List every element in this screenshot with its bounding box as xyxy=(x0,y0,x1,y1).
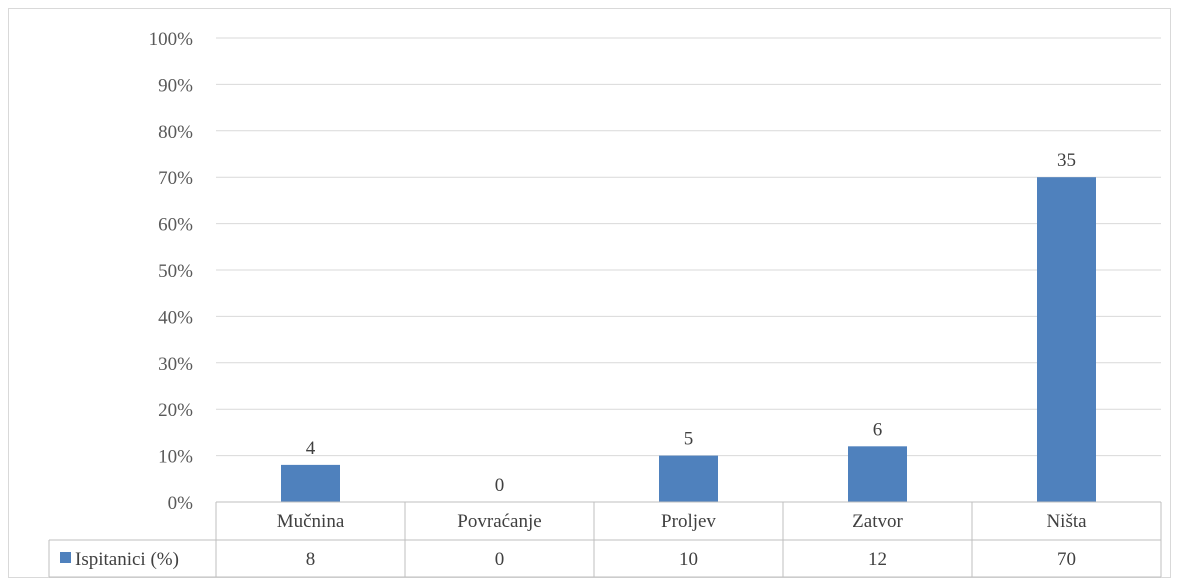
y-tick-label: 60% xyxy=(158,215,193,236)
legend-label: Ispitanici (%) xyxy=(75,549,179,570)
category-label: Povraćanje xyxy=(457,511,541,532)
table-cell-value: 10 xyxy=(679,549,698,570)
bar xyxy=(848,446,907,502)
category-label: Ništa xyxy=(1046,511,1087,532)
category-label: Mučnina xyxy=(277,511,345,532)
y-tick-label: 0% xyxy=(168,493,194,514)
table-cell-value: 12 xyxy=(868,549,887,570)
y-tick-label: 20% xyxy=(158,400,193,421)
table-cell-value: 8 xyxy=(306,549,316,570)
data-table: Mučnina 8 Povraćanje 0 Proljev 10 Zatvor 12 Ništ… xyxy=(48,501,1162,578)
y-tick-label: 10% xyxy=(158,447,193,468)
bar xyxy=(281,464,340,502)
bar xyxy=(659,455,718,502)
table-cell-value: 0 xyxy=(495,549,505,570)
y-tick-label: 50% xyxy=(158,261,193,282)
legend-swatch xyxy=(60,552,71,563)
y-axis-ticks: 0% 10% 20% 30% 40% 50% 60% 70% 80% 90% 100% xyxy=(149,29,194,514)
data-label: 4 xyxy=(306,438,316,459)
chart-frame xyxy=(8,8,1171,578)
data-label: 35 xyxy=(1057,150,1076,171)
bar xyxy=(1037,177,1096,502)
y-tick-label: 90% xyxy=(158,75,193,96)
data-labels: 4 0 5 6 35 xyxy=(306,150,1076,496)
data-label: 6 xyxy=(873,419,883,440)
y-tick-label: 80% xyxy=(158,122,193,143)
gridlines xyxy=(216,37,1161,457)
data-label: 5 xyxy=(684,429,694,450)
table-cell-value: 70 xyxy=(1057,549,1076,570)
data-label: 0 xyxy=(495,475,505,496)
y-tick-label: 40% xyxy=(158,307,193,328)
bars xyxy=(281,177,1096,502)
y-tick-label: 70% xyxy=(158,168,193,189)
category-label: Proljev xyxy=(661,511,716,532)
y-tick-label: 100% xyxy=(149,29,194,50)
category-label: Zatvor xyxy=(852,511,903,532)
y-tick-label: 30% xyxy=(158,354,193,375)
